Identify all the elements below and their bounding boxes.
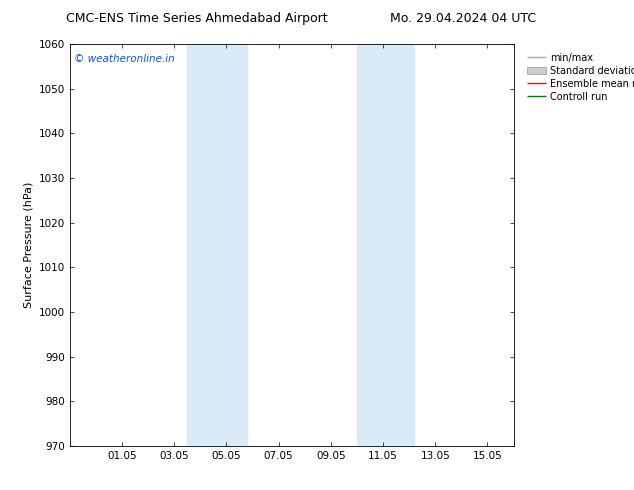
Y-axis label: Surface Pressure (hPa): Surface Pressure (hPa) [23,182,33,308]
Text: CMC-ENS Time Series Ahmedabad Airport: CMC-ENS Time Series Ahmedabad Airport [66,12,327,25]
Text: Mo. 29.04.2024 04 UTC: Mo. 29.04.2024 04 UTC [390,12,536,25]
Bar [187,44,205,446]
Bar [378,44,415,446]
Bar [357,44,378,446]
Legend: min/max, Standard deviation, Ensemble mean run, Controll run: min/max, Standard deviation, Ensemble me… [523,49,634,105]
Bar [205,44,247,446]
Text: © weatheronline.in: © weatheronline.in [74,54,175,64]
